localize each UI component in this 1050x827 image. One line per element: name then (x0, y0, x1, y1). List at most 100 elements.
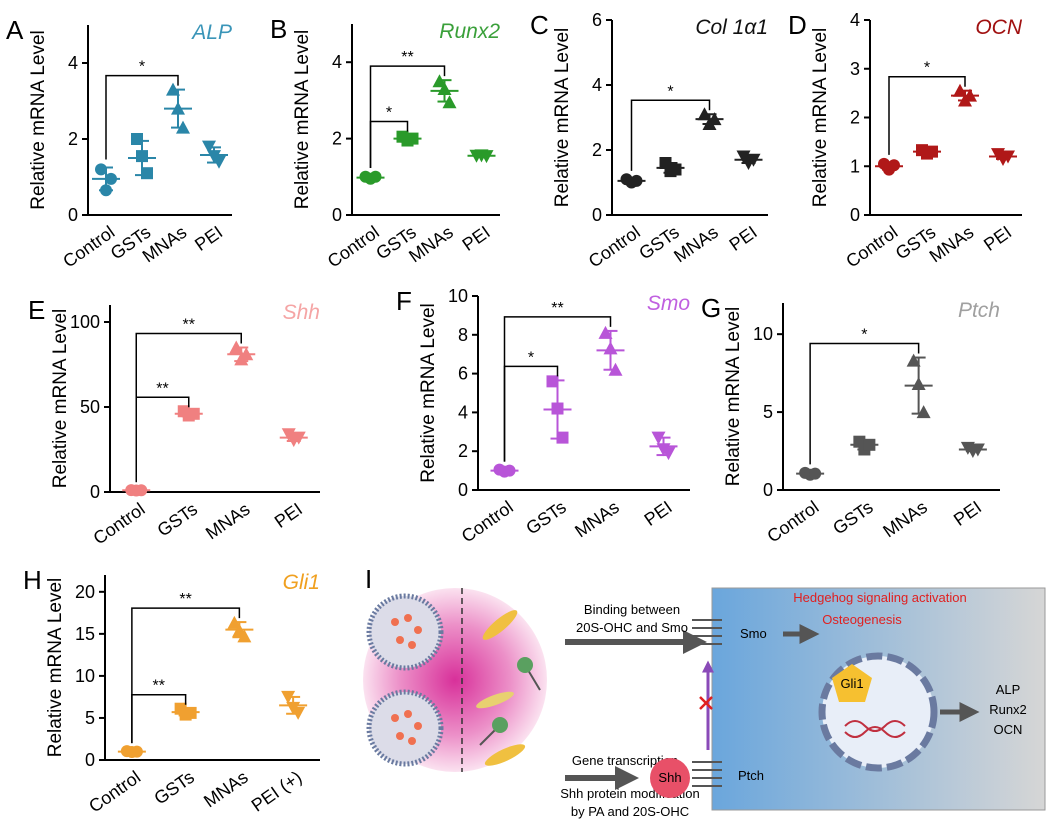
significance-label: * (861, 327, 867, 344)
significance-bracket (135, 332, 242, 483)
significance-bracket (503, 316, 612, 462)
x-tick-label: MNAs (926, 222, 978, 266)
data-point (406, 132, 419, 145)
data-point (369, 170, 382, 183)
y-tick-label: 2 (458, 441, 468, 461)
panel-letter: F (396, 286, 412, 316)
data-point (906, 353, 921, 367)
data-point (136, 150, 148, 163)
data-point (432, 74, 447, 88)
y-axis-label: Relative mRNA Level (45, 578, 66, 758)
y-tick-label: 0 (90, 482, 100, 502)
y-tick-label: 0 (85, 750, 95, 770)
y-tick-label: 10 (75, 666, 95, 686)
significance-label: * (667, 83, 673, 100)
x-tick-label: PEI (726, 222, 761, 255)
y-tick-label: 3 (850, 59, 860, 79)
data-point (479, 150, 494, 164)
data-point (212, 155, 226, 169)
data-point (809, 467, 822, 480)
smo-receptor (692, 619, 722, 645)
label: Ptch (738, 768, 764, 783)
x-tick-label: GSTs (829, 497, 877, 539)
label: Runx2 (989, 702, 1027, 717)
data-point (141, 167, 153, 180)
x-tick-label: PEI (271, 499, 306, 532)
y-tick-label: 4 (592, 75, 602, 95)
data-point (131, 133, 143, 145)
label: by PA and 20S-OHC (571, 804, 689, 819)
dna (844, 720, 906, 738)
y-tick-label: 4 (332, 52, 342, 72)
gene-title: Runx2 (439, 20, 500, 43)
y-axis-label: Relative mRNA Level (810, 28, 831, 208)
data-point (281, 690, 296, 704)
y-axis-label: Relative mRNA Level (50, 309, 71, 489)
y-axis-label: Relative mRNA Level (28, 30, 49, 210)
x-tick-label: Control (458, 497, 517, 547)
y-tick-label: 5 (85, 708, 95, 728)
panel-letter: A (6, 15, 24, 45)
data-point (229, 340, 244, 354)
y-axis-label: Relative mRNA Level (292, 30, 313, 210)
data-point (707, 112, 722, 126)
data-point (227, 615, 242, 629)
data-point (437, 81, 452, 95)
x-tick-label: GSTs (154, 499, 202, 541)
x-tick-label: PEI (980, 222, 1015, 255)
data-point (239, 347, 254, 361)
panel-letter: G (701, 293, 721, 323)
data-point (291, 431, 306, 445)
y-tick-label: 8 (458, 325, 468, 345)
y-axis-label: Relative mRNA Level (723, 307, 744, 487)
data-point (697, 107, 712, 121)
y-tick-label: 6 (458, 364, 468, 384)
significance-label: * (139, 59, 145, 76)
data-point (171, 101, 185, 115)
significance-label: ** (401, 49, 413, 66)
data-point (916, 405, 931, 419)
label: Shh (658, 770, 681, 785)
label: OCN (994, 722, 1023, 737)
y-tick-label: 2 (68, 129, 78, 149)
ptch-receptor (692, 761, 722, 787)
x-tick-label: MNAs (879, 497, 931, 541)
gli1-factor (832, 664, 872, 702)
gene-title: OCN (975, 16, 1023, 39)
data-point (661, 447, 676, 461)
data-point (546, 375, 559, 388)
data-point (442, 95, 457, 109)
data-point (888, 159, 900, 172)
y-tick-label: 0 (68, 205, 78, 225)
block-mark (699, 696, 713, 710)
data-point (130, 745, 143, 758)
y-tick-label: 0 (592, 205, 602, 225)
x-tick-label: GSTs (522, 497, 570, 539)
significance-label: ** (183, 317, 195, 334)
y-tick-label: 0 (763, 480, 773, 500)
data-point (291, 706, 306, 720)
data-point (603, 341, 618, 355)
significance-label: * (386, 105, 392, 122)
y-tick-label: 5 (763, 402, 773, 422)
x-tick-label: PEI (+) (248, 767, 306, 816)
label: Gene transcription (572, 753, 678, 768)
y-tick-label: 0 (850, 205, 860, 225)
data-point (135, 484, 148, 497)
x-tick-label: Control (90, 499, 149, 549)
data-point (598, 325, 613, 339)
data-point (187, 407, 200, 420)
label: Binding between (584, 602, 680, 617)
data-point (166, 82, 180, 96)
nucleus (818, 652, 938, 772)
data-point (608, 362, 623, 376)
label: Hedgehog signaling activation (793, 590, 966, 605)
gene-title: Smo (647, 292, 691, 315)
data-point (551, 402, 564, 415)
data-point (176, 120, 190, 134)
gene-title: Col 1α1 (695, 16, 768, 39)
y-tick-label: 1 (850, 156, 860, 176)
panel-letter: H (23, 565, 42, 595)
significance-label: ** (551, 300, 563, 317)
significance-bracket (630, 99, 711, 171)
